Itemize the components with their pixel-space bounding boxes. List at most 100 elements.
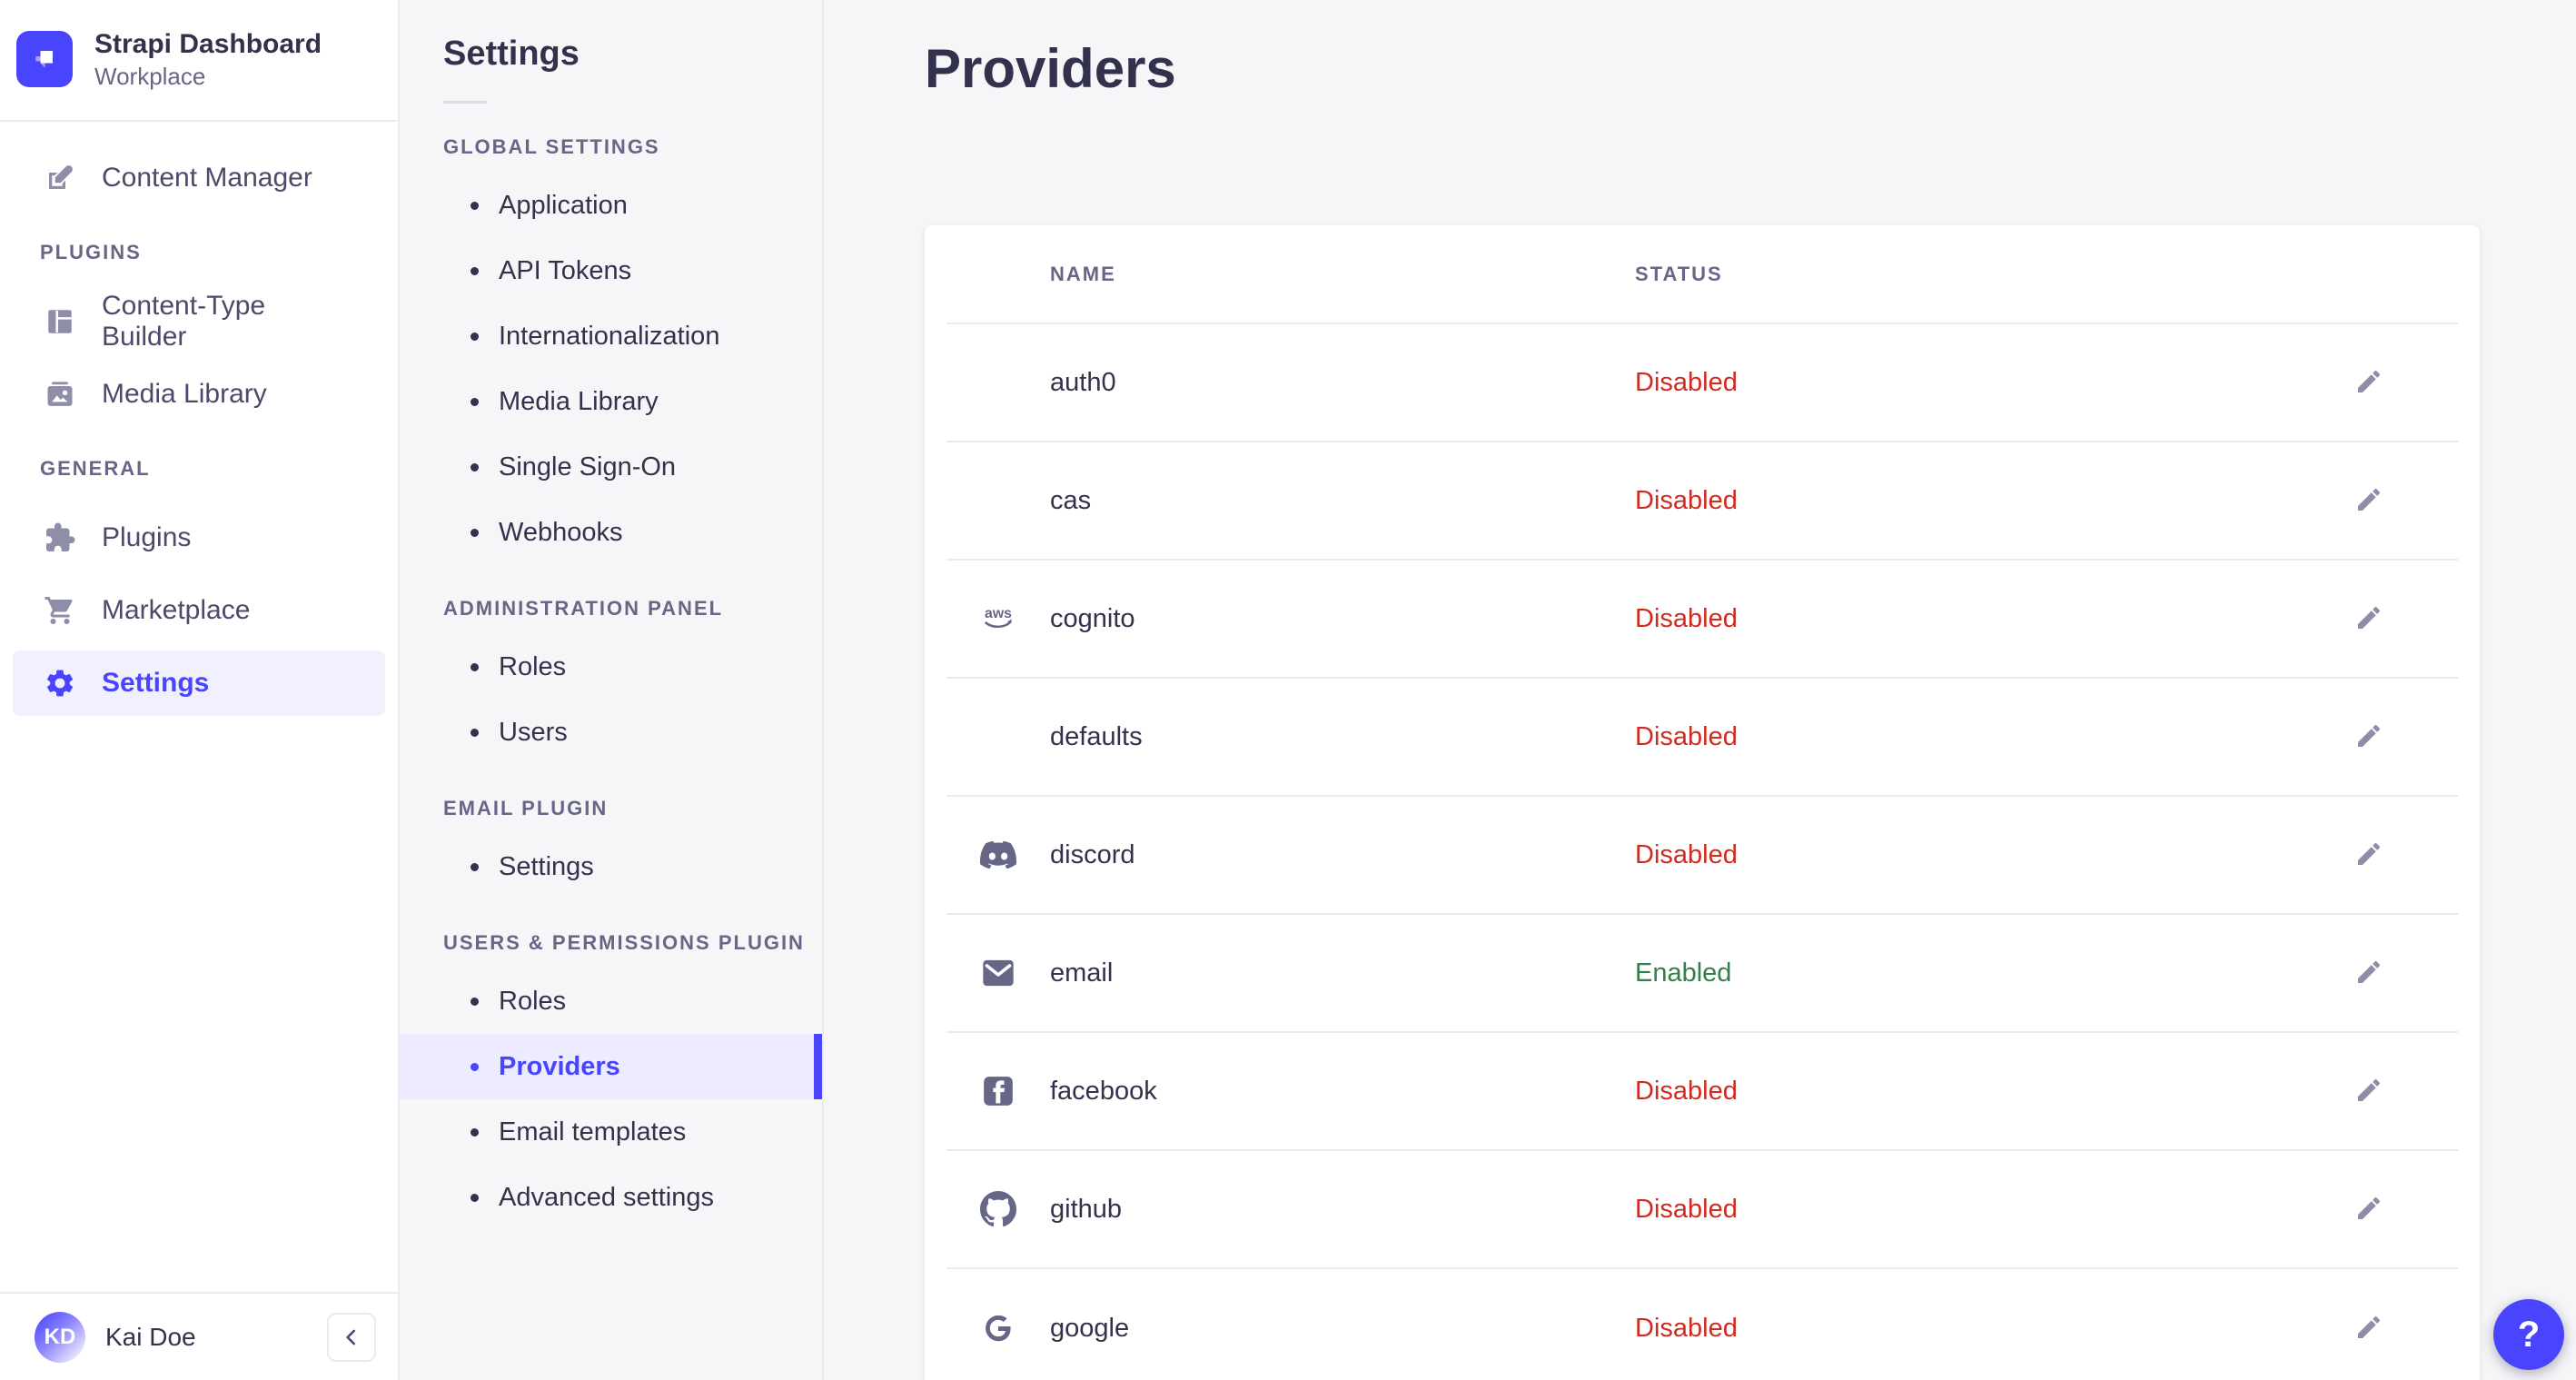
subnav-item-media-library[interactable]: Media Library xyxy=(400,369,822,434)
subnav-item-email-templates[interactable]: Email templates xyxy=(400,1099,822,1165)
settings-subnav: Settings GLOBAL SETTINGS Application API… xyxy=(400,0,824,1380)
bullet-icon xyxy=(471,397,479,406)
layout-icon xyxy=(48,310,72,333)
subnav-title-divider xyxy=(443,101,487,104)
sidebar-item-settings[interactable]: Settings xyxy=(13,650,385,716)
subnav-item-webhooks[interactable]: Webhooks xyxy=(400,500,822,565)
bullet-icon xyxy=(471,1193,479,1202)
page-title: Providers xyxy=(925,38,1176,99)
table-row-cognito[interactable]: aws cognito Disabled xyxy=(946,561,2458,679)
column-header-name: NAME xyxy=(1050,262,1116,285)
subnav-item-label: Roles xyxy=(499,986,567,1016)
subnav-item-label: Advanced settings xyxy=(499,1182,714,1212)
subnav-item-label: API Tokens xyxy=(499,255,632,285)
sidebar-item-label: Content Manager xyxy=(102,163,312,193)
sidebar-item-content-manager[interactable]: Content Manager xyxy=(13,145,385,211)
table-row-auth0[interactable]: auth0 Disabled xyxy=(946,324,2458,442)
edit-provider-button[interactable] xyxy=(2347,1306,2391,1352)
bullet-icon xyxy=(471,266,479,275)
sidebar-item-marketplace[interactable]: Marketplace xyxy=(13,578,385,643)
status-badge: Enabled xyxy=(1635,958,1732,988)
edit-provider-button[interactable] xyxy=(2347,478,2391,524)
subnav-item-internationalization[interactable]: Internationalization xyxy=(400,303,822,369)
provider-name: email xyxy=(1050,958,1114,988)
workspace-name: Workplace xyxy=(94,62,206,90)
provider-name: discord xyxy=(1050,839,1135,869)
bullet-icon xyxy=(471,528,479,537)
puzzle-icon xyxy=(46,522,75,551)
subnav-item-label: Settings xyxy=(499,851,594,881)
subnav-item-api-tokens[interactable]: API Tokens xyxy=(400,238,822,303)
subnav-item-advanced-settings[interactable]: Advanced settings xyxy=(400,1165,822,1230)
edit-provider-button[interactable] xyxy=(2347,360,2391,406)
subnav-item-label: Internationalization xyxy=(499,321,720,351)
avatar: KD xyxy=(35,1311,85,1363)
table-row-defaults[interactable]: defaults Disabled xyxy=(946,679,2458,797)
edit-provider-button[interactable] xyxy=(2347,950,2391,997)
table-row-cas[interactable]: cas Disabled xyxy=(946,442,2458,561)
cart-icon xyxy=(45,597,73,624)
subnav-group-administration-panel: ADMINISTRATION PANEL xyxy=(443,597,724,620)
sidebar-item-media-library[interactable]: Media Library xyxy=(13,362,385,427)
providers-table: NAME STATUS auth0 Disabled cas Disabled … xyxy=(925,225,2480,1380)
sidebar-item-plugins[interactable]: Plugins xyxy=(13,505,385,571)
edit-provider-button[interactable] xyxy=(2347,714,2391,760)
edit-provider-button[interactable] xyxy=(2347,596,2391,642)
provider-name: github xyxy=(1050,1194,1123,1224)
subnav-item-label: Media Library xyxy=(499,386,659,416)
provider-icon-cell xyxy=(946,955,1050,991)
subnav-item-application[interactable]: Application xyxy=(400,173,822,238)
svg-text:aws: aws xyxy=(985,606,1012,621)
google-icon xyxy=(986,1315,1011,1342)
subnav-item-up-roles[interactable]: Roles xyxy=(400,968,822,1034)
bullet-icon xyxy=(471,862,479,871)
pencil-icon xyxy=(2358,1078,2381,1101)
sidebar-item-label: Content-Type Builder xyxy=(102,291,266,352)
help-button[interactable]: ? xyxy=(2493,1299,2564,1370)
subnav-item-email-settings[interactable]: Settings xyxy=(400,834,822,899)
sidebar-item-label: Settings xyxy=(102,668,210,698)
provider-name: cas xyxy=(1050,485,1092,515)
bullet-icon xyxy=(471,332,479,341)
table-row-github[interactable]: github Disabled xyxy=(946,1151,2458,1269)
pencil-icon xyxy=(2358,1315,2381,1338)
subnav-item-single-sign-on[interactable]: Single Sign-On xyxy=(400,434,822,500)
status-badge: Disabled xyxy=(1635,1313,1738,1343)
status-badge: Disabled xyxy=(1635,1076,1738,1106)
table-row-google[interactable]: google Disabled xyxy=(946,1269,2458,1380)
sidebar-nav: Content Manager PLUGINS Content-Type Bui… xyxy=(0,122,398,716)
sidebar-section-general: GENERAL xyxy=(40,457,151,480)
provider-icon-cell xyxy=(946,1310,1050,1346)
subnav-item-providers[interactable]: Providers xyxy=(400,1034,822,1099)
status-badge: Disabled xyxy=(1635,721,1738,751)
table-row-discord[interactable]: discord Disabled xyxy=(946,797,2458,915)
facebook-icon xyxy=(984,1077,1013,1106)
bullet-icon xyxy=(471,1127,479,1137)
subnav-group-email-plugin: EMAIL PLUGIN xyxy=(443,797,609,819)
sidebar-item-content-type-builder[interactable]: Content-Type Builder xyxy=(13,289,385,354)
bullet-icon xyxy=(471,1062,479,1071)
edit-provider-button[interactable] xyxy=(2347,832,2391,879)
bullet-icon xyxy=(471,997,479,1006)
status-badge: Disabled xyxy=(1635,367,1738,397)
subnav-item-label: Email templates xyxy=(499,1117,687,1147)
status-badge: Disabled xyxy=(1635,485,1738,515)
bullet-icon xyxy=(471,462,479,472)
sidebar-item-label: Plugins xyxy=(102,522,192,552)
user-row: KD Kai Doe xyxy=(0,1292,398,1380)
table-row-email[interactable]: email Enabled xyxy=(946,915,2458,1033)
main-content: Providers NAME STATUS auth0 Disabled cas… xyxy=(824,0,2576,1380)
image-icon xyxy=(47,382,73,406)
gear-icon xyxy=(46,670,74,697)
edit-provider-button[interactable] xyxy=(2347,1068,2391,1115)
subnav-item-label: Single Sign-On xyxy=(499,452,677,482)
pencil-icon xyxy=(2358,488,2381,511)
edit-provider-button[interactable] xyxy=(2347,1186,2391,1233)
pencil-icon xyxy=(2358,724,2381,747)
table-row-facebook[interactable]: facebook Disabled xyxy=(946,1033,2458,1151)
collapse-sidebar-button[interactable] xyxy=(327,1312,376,1362)
subnav-item-admin-roles[interactable]: Roles xyxy=(400,634,822,700)
status-badge: Disabled xyxy=(1635,603,1738,633)
subnav-item-admin-users[interactable]: Users xyxy=(400,700,822,765)
provider-name: cognito xyxy=(1050,603,1135,633)
